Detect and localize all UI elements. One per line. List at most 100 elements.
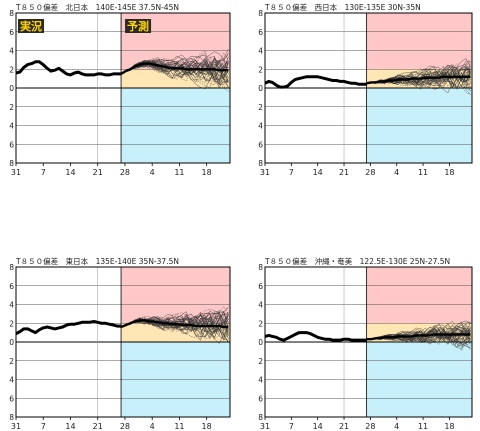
ensemble-member-line <box>121 306 229 331</box>
y-tick-label: 4 <box>258 47 263 56</box>
ensemble-member-line <box>121 307 229 332</box>
y-tick-label: 6 <box>258 394 263 403</box>
ensemble-member-line <box>366 65 471 86</box>
y-tick-label: 4 <box>258 122 263 131</box>
x-tick-label: 21 <box>93 168 103 177</box>
forecast-warm-zone <box>121 267 230 324</box>
y-tick-label: 0 <box>258 338 263 347</box>
y-tick-label: 0 <box>258 84 263 93</box>
x-tick-label: 7 <box>289 168 294 177</box>
x-tick-label: 28 <box>120 168 130 177</box>
y-tick-label: 6 <box>9 28 14 37</box>
x-tick-label: 11 <box>418 168 428 177</box>
ensemble-mean-line <box>366 75 471 85</box>
observed-label-bg <box>18 19 44 33</box>
x-tick-label: 14 <box>65 168 75 177</box>
ensemble-member-line <box>120 59 229 90</box>
ensemble-member-line <box>121 314 229 338</box>
chart-title: T８５０偏差 西日本 130E-135E 30N-35N <box>264 2 421 12</box>
ensemble-member-line <box>121 313 229 332</box>
y-tick-label: 4 <box>9 122 14 131</box>
ensemble-member-line <box>120 61 229 81</box>
forecast-warm-zone <box>366 267 472 324</box>
x-tick-label: 21 <box>339 168 349 177</box>
forecast-label: 予測 <box>127 19 149 33</box>
y-tick-label: 8 <box>9 263 14 272</box>
y-tick-label: 4 <box>9 301 14 310</box>
forecast-label-bg <box>125 19 152 33</box>
chart-panel-1: T８５０偏差 北日本 140E-145E 37.5N-45N8642024683… <box>9 2 231 177</box>
x-tick-label: 7 <box>41 422 46 431</box>
ensemble-mean-line <box>120 319 229 329</box>
x-tick-label: 4 <box>150 168 155 177</box>
x-tick-label: 14 <box>313 422 323 431</box>
x-tick-label: 28 <box>120 422 130 431</box>
y-tick-label: 6 <box>9 140 14 149</box>
y-tick-label: 2 <box>258 357 263 366</box>
x-tick-label: 7 <box>41 168 46 177</box>
plot-frame <box>264 12 473 164</box>
y-tick-label: 2 <box>258 319 263 328</box>
ensemble-member-line <box>120 56 229 80</box>
x-tick-label: 11 <box>174 168 184 177</box>
observed-label: 実況 <box>20 19 42 33</box>
observed-line <box>15 319 122 335</box>
ensemble-member-line <box>366 326 471 340</box>
ensemble-member-line <box>120 62 229 86</box>
x-tick-label: 18 <box>444 422 454 431</box>
x-tick-label: 7 <box>289 422 294 431</box>
y-tick-label: 8 <box>9 9 14 18</box>
x-tick-label: 31 <box>11 168 21 177</box>
y-tick-label: 8 <box>258 9 263 18</box>
ensemble-mean-line <box>120 62 229 75</box>
y-tick-label: 4 <box>9 47 14 56</box>
y-tick-label: 8 <box>258 413 263 422</box>
x-tick-label: 11 <box>418 422 428 431</box>
y-tick-label: 4 <box>258 301 263 310</box>
y-tick-label: 2 <box>258 103 263 112</box>
chart-title: T８５０偏差 沖縄・奄美 122.5E-130E 25N-27.5N <box>264 256 450 266</box>
y-tick-label: 0 <box>9 84 14 93</box>
x-tick-label: 21 <box>93 422 103 431</box>
y-tick-label: 6 <box>9 282 14 291</box>
y-tick-label: 4 <box>9 376 14 385</box>
y-tick-label: 0 <box>9 338 14 347</box>
observed-line <box>264 75 367 89</box>
y-tick-label: 8 <box>9 413 14 422</box>
x-tick-label: 4 <box>394 422 399 431</box>
y-tick-label: 2 <box>9 65 14 74</box>
x-tick-label: 4 <box>394 168 399 177</box>
ensemble-member-line <box>366 320 471 342</box>
x-tick-label: 28 <box>365 168 375 177</box>
ensemble-member-line <box>120 53 229 92</box>
x-tick-label: 31 <box>11 422 21 431</box>
y-tick-label: 4 <box>258 376 263 385</box>
x-tick-label: 18 <box>202 422 212 431</box>
observed-line <box>264 331 367 342</box>
chart-panel-3: T８５０偏差 東日本 135E-140E 35N-37.5N8642024683… <box>9 256 231 431</box>
y-tick-label: 8 <box>258 263 263 272</box>
x-tick-label: 21 <box>339 422 349 431</box>
ensemble-mean-line <box>366 333 471 341</box>
x-tick-label: 11 <box>174 422 184 431</box>
x-tick-label: 14 <box>65 422 75 431</box>
chart-panel-4: T８５０偏差 沖縄・奄美 122.5E-130E 25N-27.5N864202… <box>258 256 473 431</box>
y-tick-label: 8 <box>9 159 14 168</box>
plot-frame <box>264 266 473 418</box>
x-tick-label: 28 <box>365 422 375 431</box>
y-tick-label: 2 <box>9 357 14 366</box>
y-tick-label: 8 <box>258 159 263 168</box>
observed-line <box>15 60 122 77</box>
x-tick-label: 31 <box>260 168 270 177</box>
x-tick-label: 4 <box>150 422 155 431</box>
forecast-warm-zone <box>366 13 472 70</box>
ensemble-member-line <box>366 330 471 342</box>
x-tick-label: 14 <box>313 168 323 177</box>
x-tick-label: 18 <box>202 168 212 177</box>
ensemble-member-line <box>366 324 471 346</box>
y-tick-label: 6 <box>258 140 263 149</box>
plot-frame <box>15 12 231 164</box>
x-tick-label: 18 <box>444 168 454 177</box>
